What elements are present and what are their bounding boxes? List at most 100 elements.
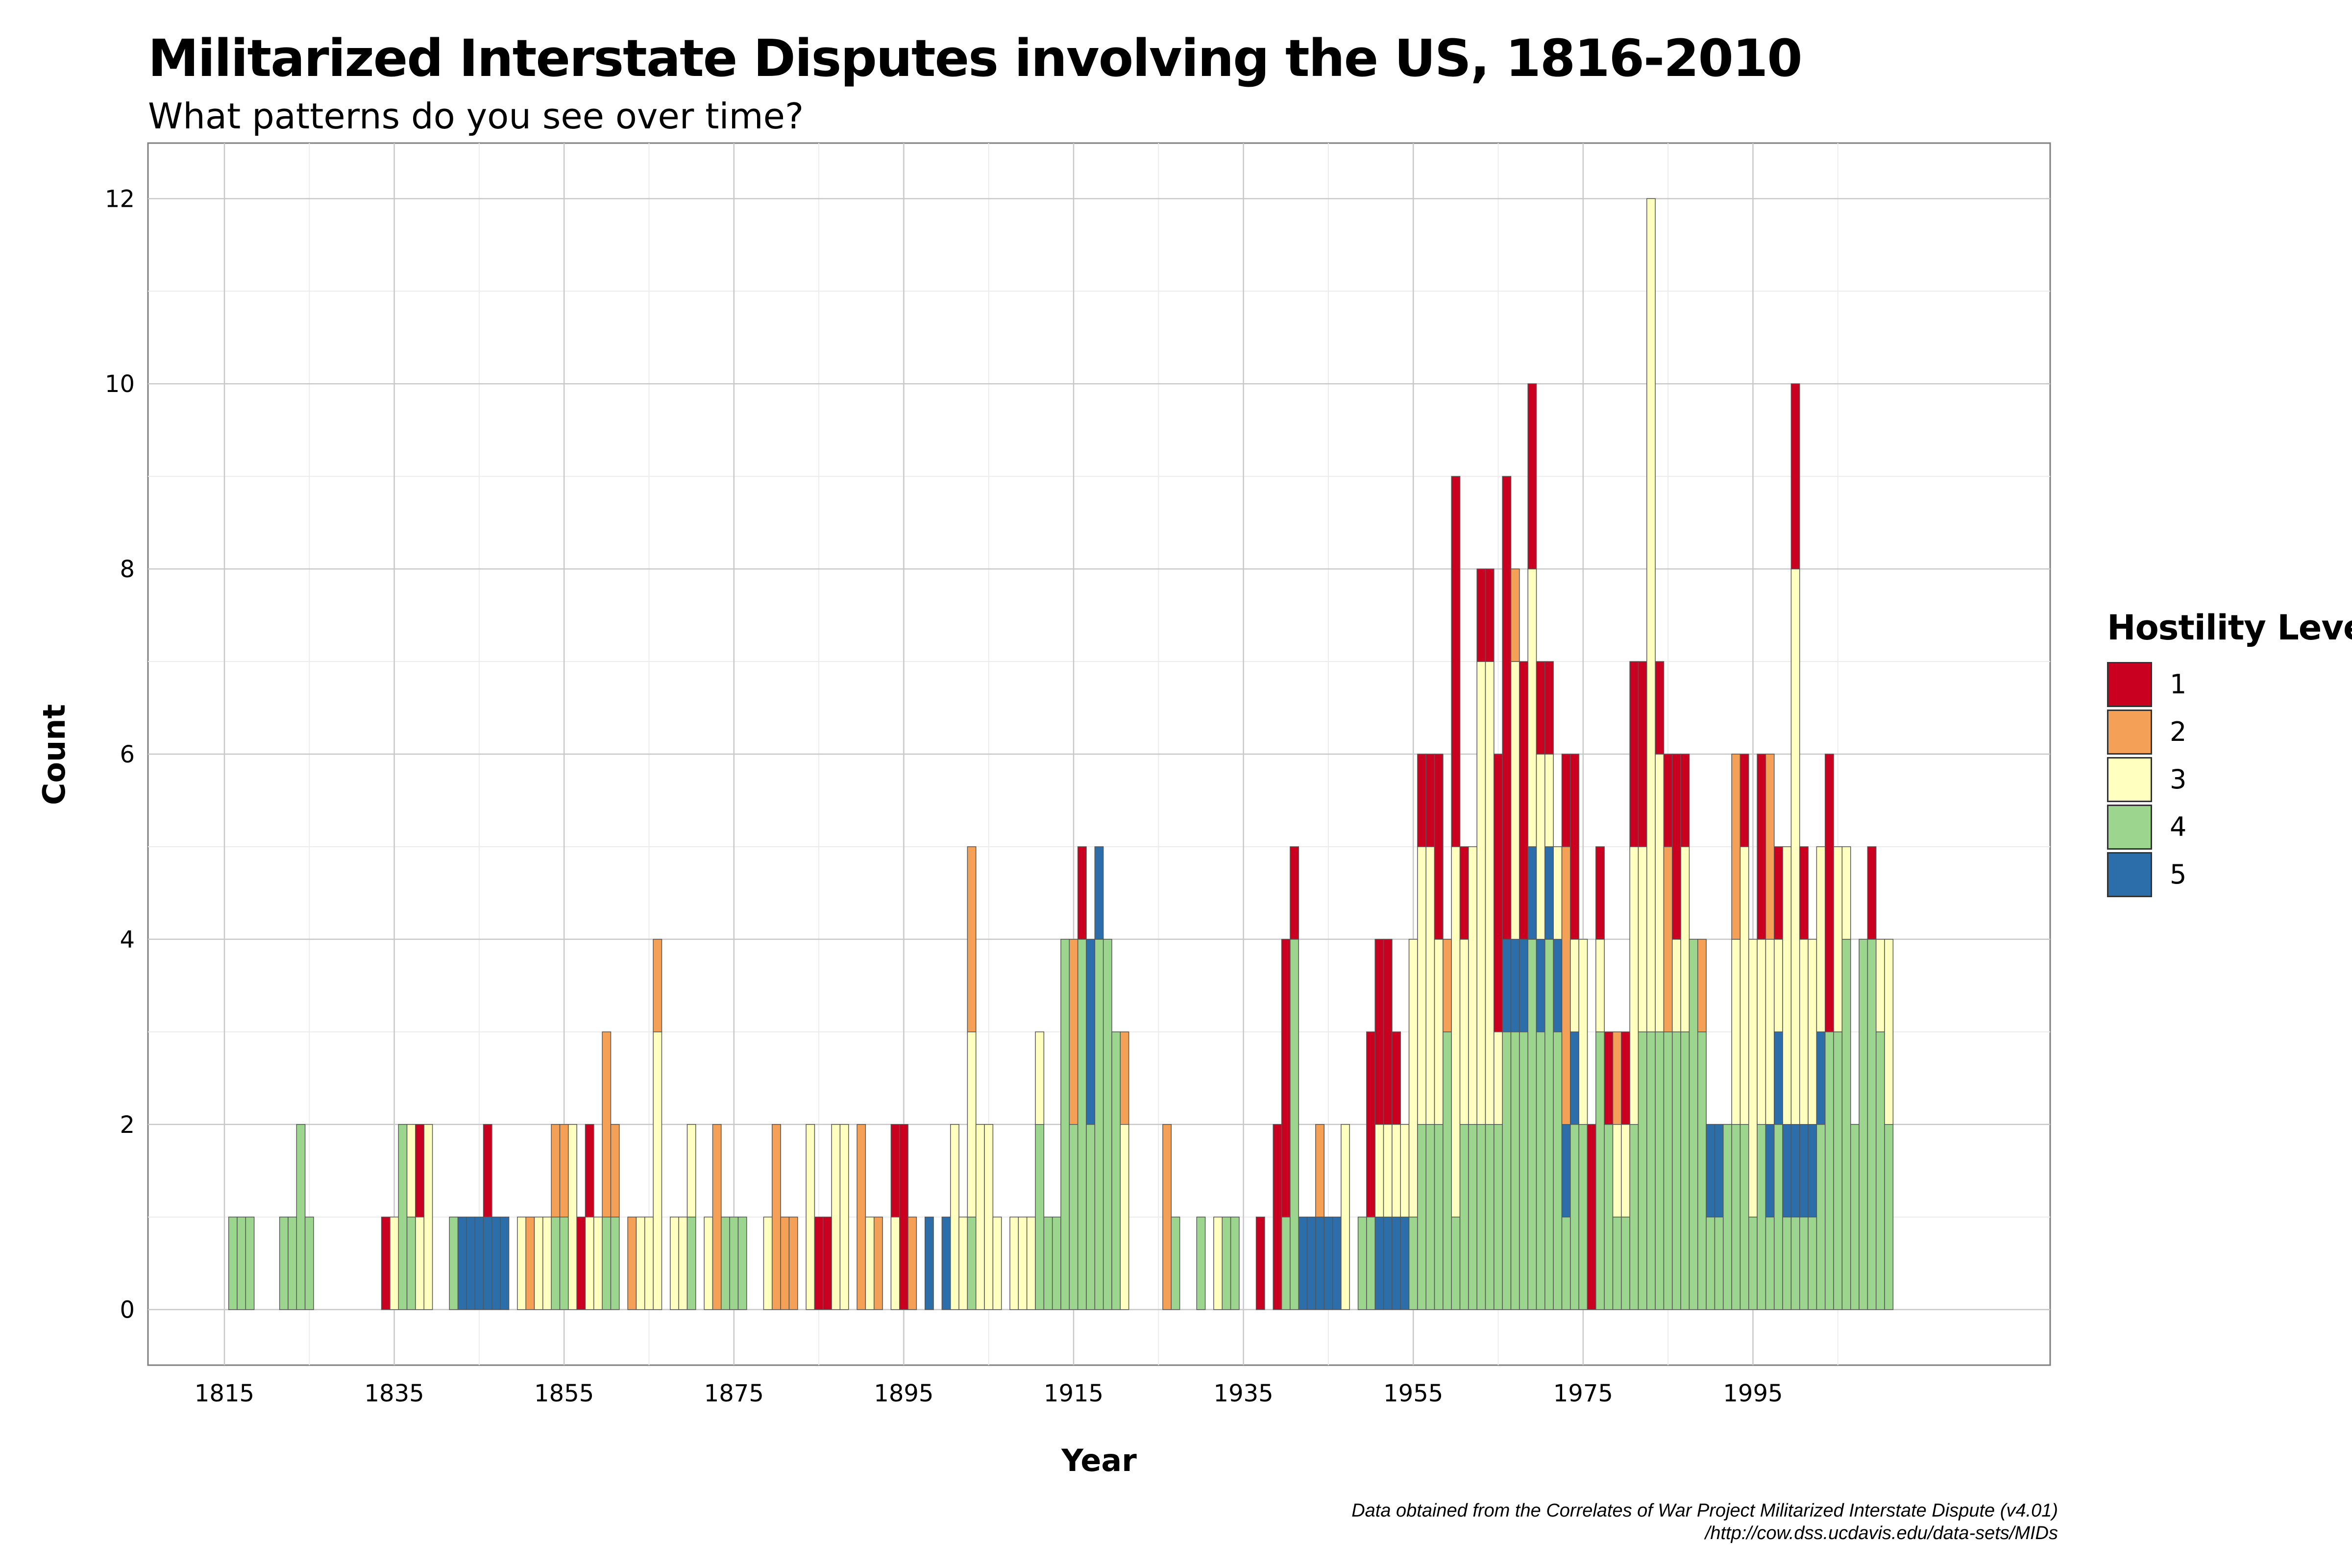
bar-segment-level-1 [1570,754,1579,940]
bar-segment-level-5 [1536,939,1545,1032]
bar-segment-level-3 [1459,939,1469,1125]
bar-segment-level-1 [1790,383,1800,569]
bar-segment-level-4 [288,1216,297,1310]
bar-segment-level-4 [1553,1031,1563,1310]
bar-segment-level-5 [1519,939,1528,1032]
bar-segment-level-2 [1315,1124,1325,1218]
bar-segment-level-4 [1035,1124,1045,1310]
bar-segment-level-4 [1222,1216,1231,1310]
bar-segment-level-1 [1459,846,1469,940]
bar-segment-level-3 [1468,846,1477,1125]
bar-segment-level-3 [534,1216,543,1310]
bar-segment-level-5 [1561,1124,1571,1218]
bar-segment-level-2 [1663,846,1673,1032]
bar-segment-level-3 [1799,939,1809,1125]
bar-segment-level-1 [1434,754,1444,940]
bar-segment-level-3 [1553,846,1563,940]
x-tick-label: 1895 [874,1380,933,1407]
x-tick-label: 1815 [195,1380,254,1407]
bar-segment-level-4 [296,1124,306,1310]
bar-segment-level-1 [1255,1216,1265,1310]
bar-segment-level-4 [449,1216,459,1310]
bar-segment-level-2 [1069,939,1078,1125]
y-tick-label: 2 [120,1111,135,1139]
bar-segment-level-4 [1850,1124,1860,1310]
bar-segment-level-3 [1578,939,1588,1125]
bar-segment-level-1 [483,1124,492,1218]
bar-segment-level-4 [1281,1216,1291,1310]
bar-segment-level-3 [1629,846,1639,1125]
bar-segment-level-3 [585,1216,594,1310]
bar-segment-level-4 [1595,1031,1605,1310]
bar-segment-level-4 [686,1216,696,1310]
bar-segment-level-1 [823,1216,832,1310]
bar-segment-level-4 [1748,1216,1758,1310]
bar-segment-level-5 [1374,1216,1384,1310]
bar-segment-level-4 [1731,1124,1741,1310]
bar-segment-level-5 [1510,939,1520,1032]
bar-segment-level-4 [1417,1124,1426,1310]
bar-segment-level-5 [1086,939,1096,1125]
bar-segment-level-2 [653,939,662,1032]
bar-segment-level-3 [1884,939,1894,1125]
bar-segment-level-4 [1680,1031,1690,1310]
bar-segment-level-4 [1740,1124,1749,1310]
bar-segment-level-2 [1731,754,1741,940]
bar-segment-level-1 [899,1124,908,1310]
bar-segment-level-4 [1655,1031,1665,1310]
bar-segment-level-3 [653,1031,662,1310]
bar-segment-level-2 [627,1216,637,1310]
bar-segment-level-4 [1544,939,1554,1310]
bar-segment-level-3 [1612,1124,1622,1218]
bar-segment-level-3 [678,1216,688,1310]
bar-segment-level-3 [1740,846,1749,1125]
bar-segment-level-4 [1621,1216,1630,1310]
bar-segment-level-1 [1604,1031,1614,1125]
bar-segment-level-4 [1111,1031,1121,1310]
bar-segment-level-4 [245,1216,255,1310]
bar-segment-level-3 [1816,846,1826,1032]
bar-segment-level-1 [1561,754,1571,847]
bar-segment-level-1 [1595,846,1605,940]
bar-segment-level-4 [1451,1216,1461,1310]
bar-segment-level-1 [1392,1031,1401,1125]
bar-segment-level-3 [865,1216,875,1310]
bar-segment-level-1 [1663,754,1673,847]
bar-segment-level-1 [1824,754,1834,1032]
bar-segment-level-1 [1527,383,1537,569]
bar-segment-level-1 [1417,754,1426,847]
bar-segment-level-4 [1723,1124,1732,1310]
bar-segment-level-1 [1680,754,1690,847]
bar-segment-level-5 [1502,939,1512,1032]
bar-segment-level-3 [1680,846,1690,1032]
bar-segment-level-2 [873,1216,883,1310]
bar-segment-level-1 [1672,754,1681,940]
x-tick-label: 1875 [704,1380,764,1407]
bar-segment-level-3 [1018,1216,1028,1310]
bar-segment-level-4 [1697,1031,1707,1310]
bar-segment-level-2 [1697,939,1707,1032]
chart-title: Militarized Interstate Disputes involvin… [148,28,1803,88]
x-tick-label: 1995 [1723,1380,1783,1407]
bar-segment-level-4 [1459,1124,1469,1310]
bar-segment-level-4 [1502,1031,1512,1310]
bar-segment-level-2 [1612,1031,1622,1125]
y-tick-label: 10 [105,370,135,398]
legend-label: 5 [2170,859,2187,890]
bar-segment-level-4 [228,1216,238,1310]
bar-segment-level-1 [1077,846,1087,940]
bar-segment-level-3 [806,1124,815,1310]
bar-segment-level-3 [1570,939,1579,1032]
bar-segment-level-5 [1315,1216,1325,1310]
bar-segment-level-5 [1094,846,1104,940]
legend-label: 3 [2170,764,2187,795]
x-axis-title: Year [1061,1443,1137,1478]
bar-segment-level-4 [1833,1031,1843,1310]
bar-segment-level-4 [1663,1031,1673,1310]
legend-item-4: 4 [2107,803,2352,851]
x-tick-label: 1975 [1553,1380,1613,1407]
x-tick-label: 1935 [1214,1380,1274,1407]
bar-segment-level-3 [1544,754,1554,847]
bar-segment-level-3 [1731,939,1741,1125]
bar-segment-level-5 [1400,1216,1410,1310]
